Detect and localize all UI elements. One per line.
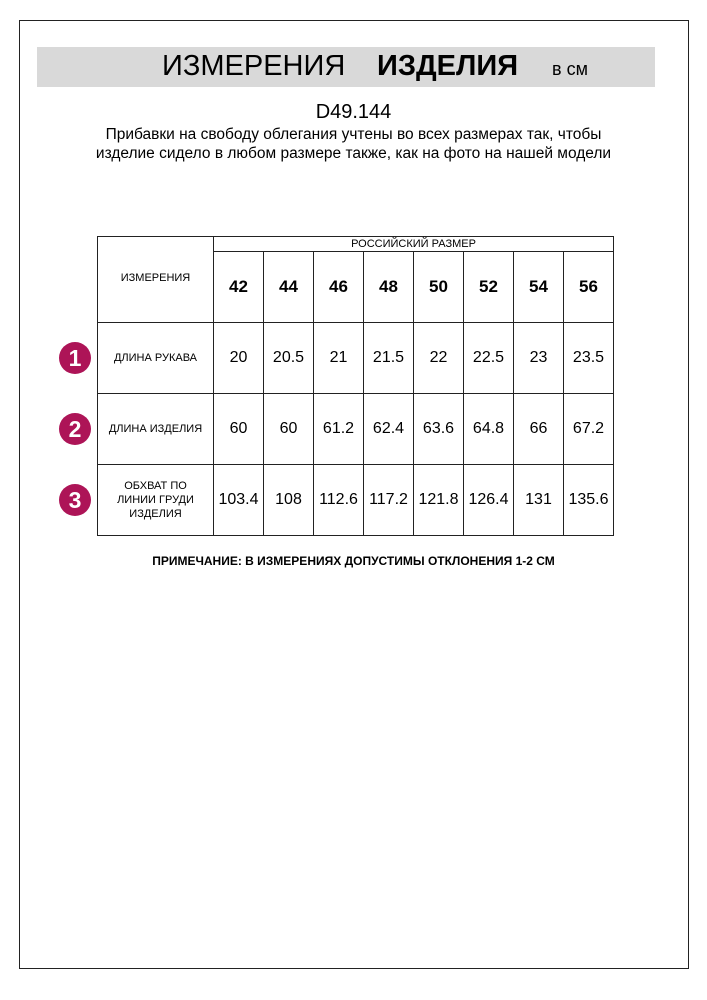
size-table: ИЗМЕРЕНИЯ РОССИЙСКИЙ РАЗМЕР 42 44 46 48 50 52… <box>97 236 614 536</box>
value-cell: 20 <box>213 322 264 394</box>
product-code: D49.144 <box>315 101 392 123</box>
table-row: ДЛИНА РУКАВА 20 20.5 21 21.5 22 22.5 23 23.5 <box>97 322 614 394</box>
size-cell: 54 <box>513 251 564 323</box>
value-cell: 23.5 <box>563 322 614 394</box>
size-header: РОССИЙСКИЙ РАЗМЕР <box>213 236 614 252</box>
value-cell: 121.8 <box>413 464 464 536</box>
description: Прибавки на свободу облегания учтены во … <box>95 126 612 162</box>
size-cell: 50 <box>413 251 464 323</box>
value-cell: 103.4 <box>213 464 264 536</box>
value-cell: 126.4 <box>463 464 514 536</box>
title-regular: ИЗМЕРЕНИЯ <box>162 50 346 82</box>
size-cell: 44 <box>263 251 314 323</box>
row-number-badge: 2 <box>59 413 91 445</box>
value-cell: 135.6 <box>563 464 614 536</box>
value-cell: 64.8 <box>463 393 514 465</box>
value-cell: 21.5 <box>363 322 414 394</box>
value-cell: 117.2 <box>363 464 414 536</box>
size-cell: 56 <box>563 251 614 323</box>
value-cell: 66 <box>513 393 564 465</box>
value-cell: 21 <box>313 322 364 394</box>
size-cell: 52 <box>463 251 514 323</box>
value-cell: 112.6 <box>313 464 364 536</box>
row-number-badge: 1 <box>59 342 91 374</box>
value-cell: 108 <box>263 464 314 536</box>
table-row: ОБХВАТ ПО ЛИНИИ ГРУДИ ИЗДЕЛИЯ 103.4 108 112… <box>97 464 614 536</box>
measure-header: ИЗМЕРЕНИЯ <box>97 236 214 323</box>
value-cell: 22.5 <box>463 322 514 394</box>
page-frame <box>19 20 689 969</box>
row-number-badge: 3 <box>59 484 91 516</box>
size-cell: 46 <box>313 251 364 323</box>
value-cell: 131 <box>513 464 564 536</box>
size-cell: 48 <box>363 251 414 323</box>
unit-label: в см <box>552 59 588 79</box>
value-cell: 20.5 <box>263 322 314 394</box>
row-label: ДЛИНА РУКАВА <box>97 322 214 394</box>
value-cell: 60 <box>213 393 264 465</box>
row-label: ОБХВАТ ПО ЛИНИИ ГРУДИ ИЗДЕЛИЯ <box>97 464 214 536</box>
value-cell: 67.2 <box>563 393 614 465</box>
value-cell: 61.2 <box>313 393 364 465</box>
note: ПРИМЕЧАНИЕ: В ИЗМЕРЕНИЯХ ДОПУСТИМЫ ОТКЛО… <box>152 554 555 568</box>
row-label: ДЛИНА ИЗДЕЛИЯ <box>97 393 214 465</box>
size-cell: 42 <box>213 251 264 323</box>
value-cell: 60 <box>263 393 314 465</box>
title-banner <box>37 47 655 87</box>
title-bold: ИЗДЕЛИЯ <box>377 50 519 82</box>
table-row: ДЛИНА ИЗДЕЛИЯ 60 60 61.2 62.4 63.6 64.8 66 67.2 <box>97 393 614 465</box>
value-cell: 62.4 <box>363 393 414 465</box>
value-cell: 63.6 <box>413 393 464 465</box>
value-cell: 22 <box>413 322 464 394</box>
value-cell: 23 <box>513 322 564 394</box>
sizes-row: 42 44 46 48 50 52 54 56 <box>98 251 614 323</box>
